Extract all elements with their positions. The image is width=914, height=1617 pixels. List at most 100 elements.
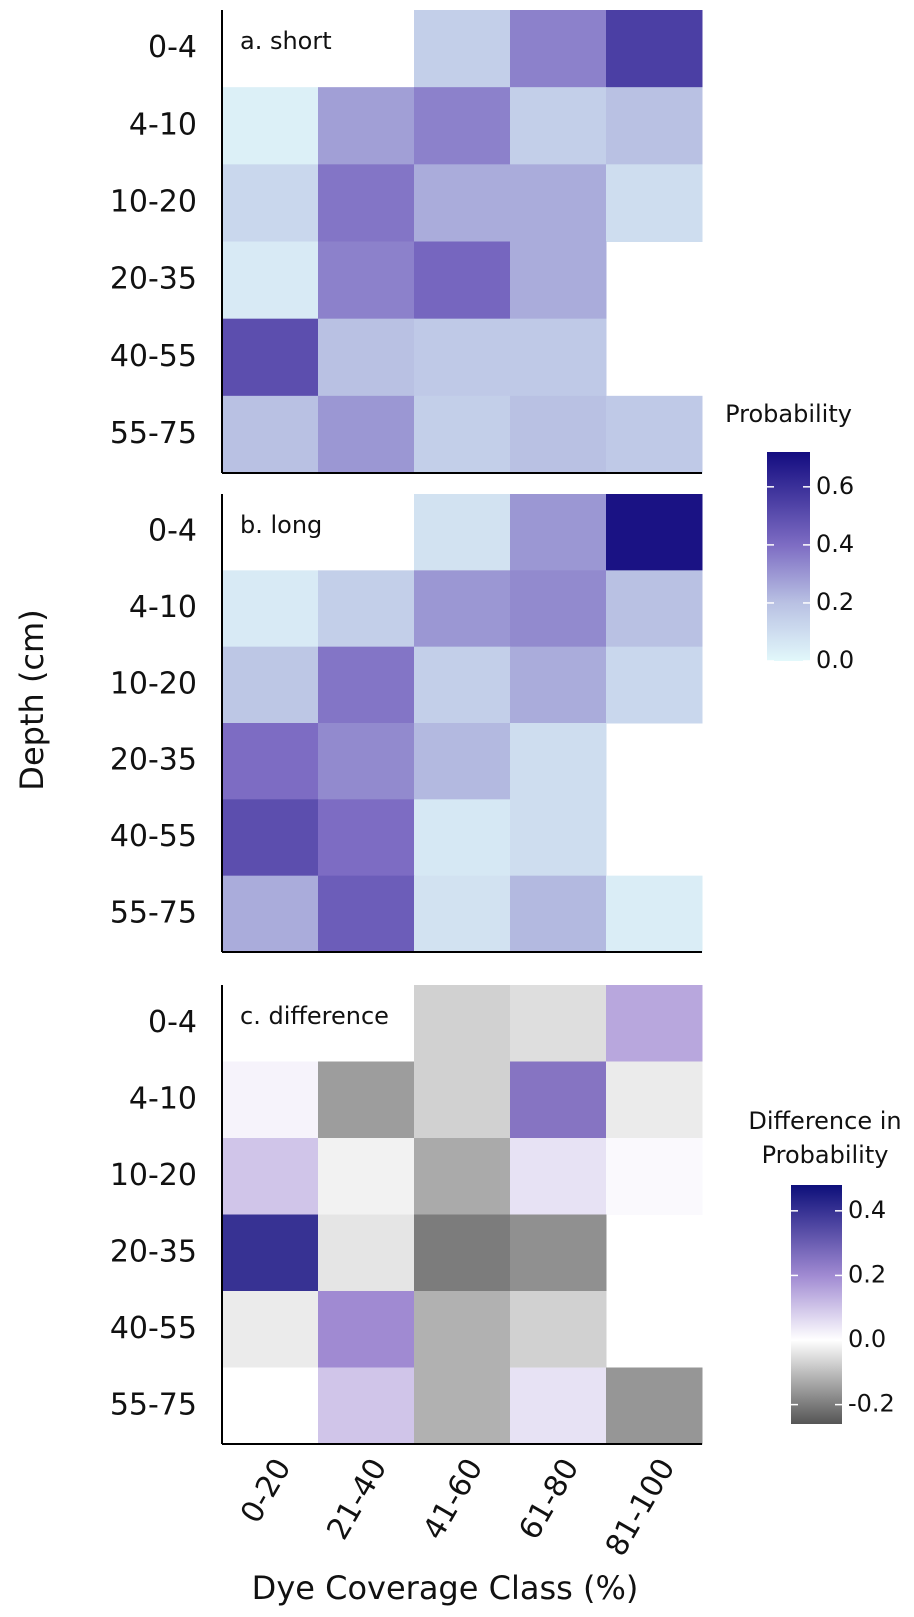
- heat-cell: [222, 875, 319, 953]
- colorbar-tick-label: 0.2: [848, 1260, 886, 1288]
- y-tick-label: 55-75: [110, 895, 197, 930]
- heat-cell: [510, 395, 607, 474]
- heat-cell: [222, 87, 319, 165]
- y-tick-label: 40-55: [110, 819, 197, 854]
- heat-cell: [510, 164, 607, 242]
- heat-cell: [222, 1367, 319, 1445]
- heat-cell: [510, 1138, 607, 1215]
- heat-cell: [222, 723, 319, 800]
- heat-cell: [222, 318, 319, 397]
- heat-cell: [222, 1061, 319, 1139]
- heat-cell: [222, 646, 319, 724]
- y-tick-label: 10-20: [110, 1158, 197, 1193]
- heat-cell: [510, 1291, 607, 1368]
- heat-cell: [222, 164, 319, 242]
- y-tick-label: 4-10: [129, 107, 197, 142]
- y-tick-label: 20-35: [110, 262, 197, 297]
- y-tick-label: 4-10: [129, 590, 197, 625]
- y-tick-label: 55-75: [110, 1387, 197, 1422]
- y-tick-label: 55-75: [110, 416, 197, 451]
- heat-cell: [510, 570, 607, 648]
- colorbar-tick-label: 0.0: [816, 646, 854, 674]
- heat-cell: [414, 723, 511, 800]
- heat-cell: [318, 1061, 415, 1139]
- heat-cell: [318, 395, 415, 474]
- heat-cell: [510, 799, 607, 877]
- colorbar-title: Probability: [725, 400, 852, 428]
- heat-cell: [606, 10, 703, 88]
- heat-cell: [414, 570, 511, 648]
- heat-cell: [510, 875, 607, 953]
- heat-cell: [318, 318, 415, 397]
- heat-cell: [318, 646, 415, 724]
- heat-cell: [606, 1138, 703, 1215]
- heat-cell: [222, 1214, 319, 1292]
- heat-cell: [510, 1367, 607, 1445]
- heat-cell: [414, 318, 511, 397]
- colorbar-title: Difference in Probability: [748, 1107, 902, 1169]
- heat-cell: [510, 1061, 607, 1139]
- heat-cell: [318, 1138, 415, 1215]
- heat-cell: [222, 799, 319, 877]
- heat-cell: [414, 241, 511, 320]
- heat-cell: [318, 1367, 415, 1445]
- colorbar-tick-label: 0.0: [848, 1325, 886, 1353]
- heat-cell: [510, 646, 607, 724]
- colorbar-tick-label: -0.2: [848, 1390, 895, 1418]
- y-tick-label: 0-4: [148, 514, 197, 549]
- heat-cell: [510, 318, 607, 397]
- colorbar-tick-label: 0.4: [848, 1196, 886, 1224]
- x-tick-label: 21-40: [320, 1453, 394, 1546]
- y-tick-label: 20-35: [110, 743, 197, 778]
- panel-title: c. difference: [240, 1002, 389, 1030]
- heat-cell: [510, 494, 607, 571]
- heat-cell: [414, 87, 511, 165]
- heat-cell: [510, 10, 607, 88]
- heat-cell: [510, 87, 607, 165]
- colorbar: [791, 1185, 842, 1424]
- heat-cell: [222, 241, 319, 320]
- heat-cell: [222, 1291, 319, 1368]
- heat-cell: [222, 570, 319, 648]
- y-tick-label: 0-4: [148, 30, 197, 65]
- heat-cell: [606, 1367, 703, 1445]
- heat-cell: [318, 87, 415, 165]
- heat-cell: [222, 1138, 319, 1215]
- heat-cell: [606, 646, 703, 724]
- heat-cell: [414, 646, 511, 724]
- heat-cell: [510, 241, 607, 320]
- heat-cell: [414, 10, 511, 88]
- heat-cell: [318, 723, 415, 800]
- y-tick-label: 40-55: [110, 1311, 197, 1346]
- heat-cell: [510, 1214, 607, 1292]
- heat-cell: [318, 570, 415, 648]
- y-tick-label: 0-4: [148, 1005, 197, 1040]
- x-tick-label: 41-60: [416, 1453, 490, 1546]
- heat-cell: [414, 164, 511, 242]
- heat-cell: [606, 494, 703, 571]
- heat-cell: [606, 570, 703, 648]
- colorbar: [767, 452, 810, 661]
- heat-cell: [414, 1138, 511, 1215]
- y-tick-label: 10-20: [110, 666, 197, 701]
- heat-cell: [414, 799, 511, 877]
- heat-cell: [606, 87, 703, 165]
- heat-cell: [318, 1291, 415, 1368]
- heat-cell: [606, 875, 703, 953]
- y-tick-label: 20-35: [110, 1234, 197, 1269]
- colorbar-tick-label: 0.6: [816, 472, 854, 500]
- y-tick-label: 10-20: [110, 184, 197, 219]
- heat-cell: [318, 1214, 415, 1292]
- heat-cell: [222, 395, 319, 474]
- heat-cell: [318, 164, 415, 242]
- heat-cell: [414, 395, 511, 474]
- y-axis-label: Depth (cm): [13, 609, 51, 790]
- heat-cell: [414, 875, 511, 953]
- colorbar-tick-label: 0.4: [816, 530, 854, 558]
- heat-cell: [318, 241, 415, 320]
- heat-cell: [414, 1291, 511, 1368]
- heat-cell: [606, 164, 703, 242]
- heat-cell: [510, 723, 607, 800]
